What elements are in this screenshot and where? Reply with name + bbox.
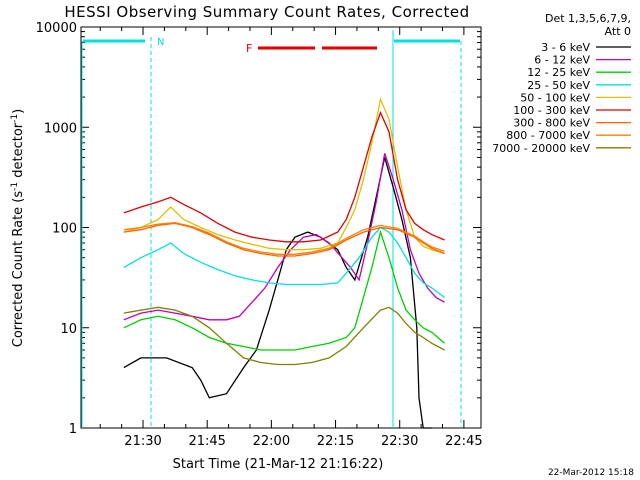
y-tick-label: 10000 bbox=[36, 21, 77, 36]
legend-label: 300 - 800 keV bbox=[513, 117, 590, 130]
x-axis-label: Start Time (21-Mar-12 21:16:22) bbox=[173, 457, 384, 472]
series-line-6 bbox=[123, 222, 445, 257]
y-axis-label-main: Corrected Count Rate (s bbox=[11, 191, 26, 348]
y-axis-label-sup2: -1 bbox=[10, 114, 20, 123]
footer-date: 22-Mar-2012 15:18 bbox=[548, 468, 634, 478]
series-line-8 bbox=[123, 306, 445, 366]
flare-label: F bbox=[246, 42, 252, 55]
x-tick-label: 22:00 bbox=[253, 434, 290, 449]
chart-title: HESSI Observing Summary Count Rates, Cor… bbox=[64, 3, 469, 21]
y-axis: 1 10 100 1000 10000 bbox=[36, 21, 481, 437]
x-tick-label: 21:45 bbox=[188, 434, 225, 449]
y-axis-label: Corrected Count Rate (s-1 detector-1) bbox=[10, 109, 26, 347]
series-line-7 bbox=[123, 221, 445, 255]
legend-header-1: Det 1,3,5,6,7,9, bbox=[545, 12, 631, 25]
legend-label: 800 - 7000 keV bbox=[506, 129, 590, 142]
y-axis-label-mid: detector bbox=[11, 122, 26, 182]
legend-label: 6 - 12 keV bbox=[534, 54, 590, 67]
series-line-3 bbox=[123, 226, 445, 299]
night-label: N bbox=[157, 37, 164, 48]
y-tick-label: 1000 bbox=[44, 121, 77, 136]
series-line-2 bbox=[123, 229, 446, 351]
attenuator-markers: N F bbox=[81, 30, 462, 428]
x-tick-label: 22:45 bbox=[445, 434, 482, 449]
legend-header-2: Att 0 bbox=[605, 25, 631, 38]
series-lines bbox=[123, 97, 446, 429]
legend-label: 12 - 25 keV bbox=[527, 66, 590, 79]
series-line-5 bbox=[123, 110, 445, 243]
legend-label: 7000 - 20000 keV bbox=[492, 142, 590, 155]
series-line-1 bbox=[123, 153, 445, 321]
y-tick-label: 100 bbox=[52, 222, 77, 237]
x-tick-label: 21:30 bbox=[124, 434, 161, 449]
y-tick-label: 1 bbox=[69, 422, 77, 437]
legend-label: 50 - 100 keV bbox=[520, 91, 590, 104]
y-axis-label-end: ) bbox=[11, 109, 26, 114]
x-tick-label: 22:30 bbox=[381, 434, 418, 449]
x-axis: 21:30 21:45 22:00 22:15 22:30 22:45 bbox=[99, 27, 483, 449]
x-tick-label: 22:15 bbox=[317, 434, 354, 449]
y-axis-label-sup1: -1 bbox=[10, 182, 20, 191]
legend-label: 100 - 300 keV bbox=[513, 104, 590, 117]
y-tick-label: 10 bbox=[60, 322, 77, 337]
legend-label: 3 - 6 keV bbox=[541, 41, 590, 54]
legend-label: 25 - 50 keV bbox=[527, 79, 590, 92]
